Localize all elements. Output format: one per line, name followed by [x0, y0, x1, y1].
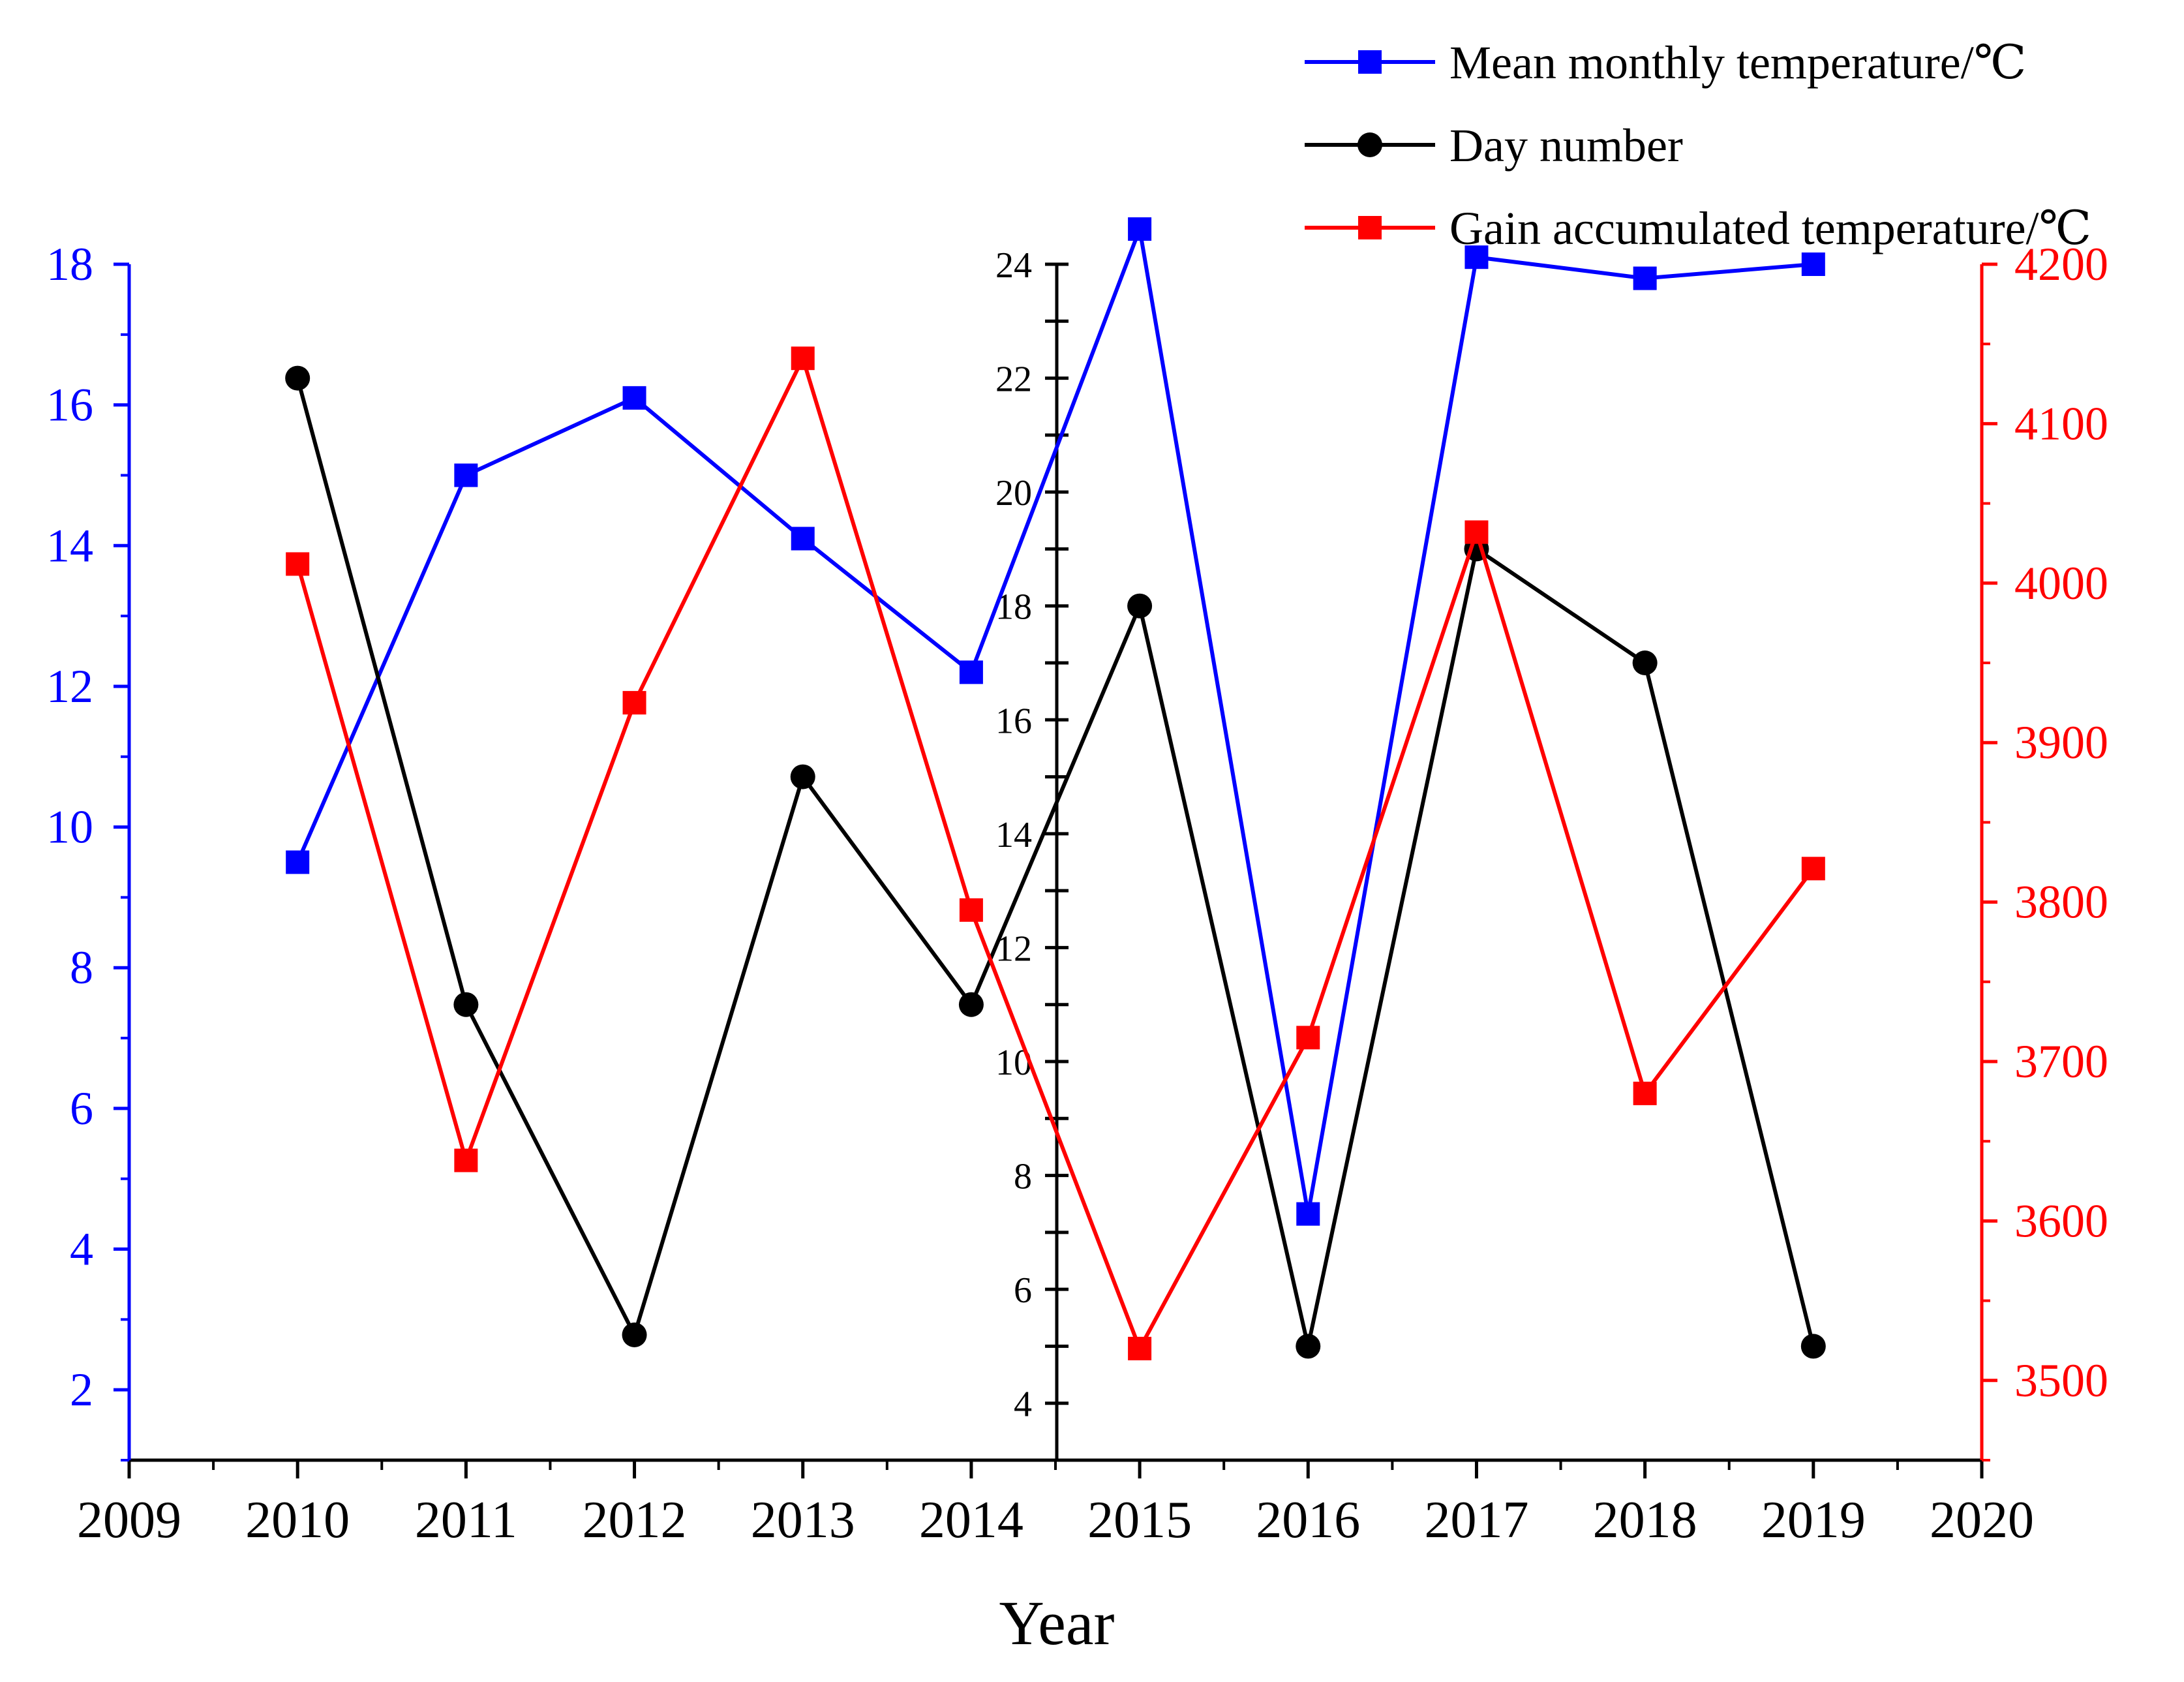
day-number-point	[285, 365, 311, 391]
gain-accumulated-temperature-point	[454, 1148, 478, 1172]
legend-label: Gain accumulated temperature/℃	[1449, 202, 2091, 254]
legend-swatch-marker	[1357, 132, 1382, 157]
right-y-tick-label: 3700	[2014, 1035, 2108, 1088]
gain-accumulated-temperature-point	[1633, 1081, 1657, 1105]
left-y-tick-label: 12	[46, 660, 93, 712]
legend-swatch-marker	[1358, 216, 1382, 239]
gain-accumulated-temperature-point	[1128, 1336, 1152, 1360]
x-tick-label: 2009	[77, 1491, 181, 1549]
gain-accumulated-temperature-point	[791, 346, 815, 371]
right-y-tick-label: 4200	[2014, 238, 2108, 290]
mean-monthly-temperature-point	[1801, 252, 1825, 276]
legend-label: Mean monthly temperature/℃	[1449, 37, 2026, 89]
middle-y-tick-label: 6	[1014, 1270, 1032, 1311]
left-y-tick-label: 2	[70, 1364, 93, 1416]
right-y-tick-label: 4000	[2014, 557, 2108, 609]
x-tick-label: 2019	[1761, 1491, 1866, 1549]
mean-monthly-temperature-point	[286, 850, 310, 874]
mean-monthly-temperature-line	[296, 221, 1814, 1215]
right-y-tick-label: 3500	[2014, 1354, 2108, 1407]
gain-accumulated-temperature-point	[959, 898, 983, 922]
right-y-tick-label: 3900	[2014, 716, 2108, 769]
mean-monthly-temperature-point	[454, 463, 478, 487]
x-tick-label: 2013	[751, 1491, 855, 1549]
middle-y-tick-label: 24	[995, 245, 1032, 286]
x-tick-label: 2011	[415, 1491, 517, 1549]
legend-label: Day number	[1449, 119, 1683, 172]
middle-y-tick-label: 14	[995, 815, 1032, 855]
day-number-point	[1800, 1334, 1826, 1359]
x-tick-label: 2015	[1087, 1491, 1192, 1549]
gain-accumulated-temperature-point	[1296, 1026, 1320, 1050]
x-tick-label: 2010	[245, 1491, 350, 1549]
right-y-tick-label: 3600	[2014, 1195, 2108, 1247]
x-tick-label: 2016	[1256, 1491, 1360, 1549]
day-number-point	[958, 992, 984, 1017]
day-number-point	[1127, 593, 1153, 619]
middle-y-tick-label: 4	[1014, 1384, 1032, 1425]
mean-monthly-temperature-point	[1296, 1202, 1320, 1226]
middle-y-tick-label: 16	[995, 701, 1032, 741]
gain-accumulated-temperature-point	[1801, 857, 1825, 881]
x-tick-label: 2017	[1424, 1491, 1528, 1549]
x-tick-label: 2018	[1593, 1491, 1697, 1549]
mean-monthly-temperature-point	[1464, 245, 1489, 269]
left-y-tick-label: 4	[70, 1223, 93, 1276]
axes-layer: 2009 2010 2011 2012 2013 2014 2015 2016 2017 2018…	[46, 238, 2108, 1549]
left-y-tick-label: 14	[46, 519, 93, 572]
gain-accumulated-temperature-point	[286, 552, 310, 576]
middle-y-tick-label: 22	[995, 359, 1032, 400]
day-number-point	[790, 764, 815, 789]
mean-monthly-temperature-point	[791, 527, 815, 551]
day-number-point	[622, 1322, 647, 1347]
series-layer	[285, 217, 1826, 1360]
mean-monthly-temperature-point	[622, 386, 646, 410]
x-tick-label: 2012	[583, 1491, 687, 1549]
left-y-tick-label: 8	[70, 941, 93, 994]
left-y-tick-label: 6	[70, 1082, 93, 1135]
x-tick-label: 2020	[1930, 1491, 2034, 1549]
right-y-tick-label: 3800	[2014, 876, 2108, 928]
legend-swatch-marker	[1358, 50, 1382, 74]
day-number-point	[1296, 1334, 1321, 1359]
left-y-tick-label: 18	[46, 238, 93, 290]
middle-y-tick-label: 8	[1014, 1157, 1032, 1197]
mean-monthly-temperature-point	[1128, 217, 1152, 241]
x-tick-label: 2014	[919, 1491, 1024, 1549]
day-number-point	[453, 992, 479, 1017]
day-number-line	[296, 377, 1815, 1347]
day-number-point	[1632, 650, 1658, 675]
mean-monthly-temperature-point	[959, 660, 983, 684]
right-y-tick-label: 4100	[2014, 397, 2108, 450]
legend: Mean monthly temperature/℃ Day number Gain…	[1305, 37, 2091, 254]
left-y-tick-label: 16	[46, 379, 93, 431]
left-y-tick-label: 10	[46, 801, 93, 853]
x-axis-title: Year	[999, 1588, 1115, 1658]
middle-y-tick-label: 20	[995, 473, 1032, 513]
gain-accumulated-temperature-point	[1464, 520, 1489, 544]
mean-monthly-temperature-point	[1633, 266, 1657, 290]
gain-accumulated-temperature-point	[622, 691, 646, 715]
gain-accumulated-temperature-line	[296, 353, 1815, 1354]
